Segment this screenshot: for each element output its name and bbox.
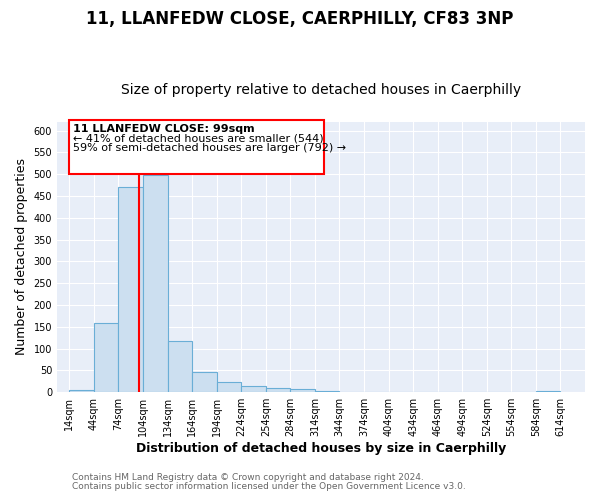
Bar — [143, 176, 167, 392]
Text: 59% of semi-detached houses are larger (792) →: 59% of semi-detached houses are larger (… — [73, 143, 347, 153]
Text: Contains public sector information licensed under the Open Government Licence v3: Contains public sector information licen… — [72, 482, 466, 491]
Bar — [290, 389, 315, 392]
X-axis label: Distribution of detached houses by size in Caerphilly: Distribution of detached houses by size … — [136, 442, 506, 455]
Text: ← 41% of detached houses are smaller (544): ← 41% of detached houses are smaller (54… — [73, 134, 324, 143]
Bar — [217, 382, 241, 392]
Bar — [266, 388, 290, 392]
Bar — [192, 372, 217, 392]
Y-axis label: Number of detached properties: Number of detached properties — [15, 158, 28, 356]
Bar — [118, 187, 143, 392]
Text: Contains HM Land Registry data © Crown copyright and database right 2024.: Contains HM Land Registry data © Crown c… — [72, 474, 424, 482]
Bar — [167, 340, 192, 392]
Bar — [241, 386, 266, 392]
Text: 11, LLANFEDW CLOSE, CAERPHILLY, CF83 3NP: 11, LLANFEDW CLOSE, CAERPHILLY, CF83 3NP — [86, 10, 514, 28]
Bar — [70, 390, 94, 392]
Title: Size of property relative to detached houses in Caerphilly: Size of property relative to detached ho… — [121, 83, 521, 97]
FancyBboxPatch shape — [70, 120, 324, 174]
Bar — [94, 324, 118, 392]
Text: 11 LLANFEDW CLOSE: 99sqm: 11 LLANFEDW CLOSE: 99sqm — [73, 124, 255, 134]
Bar — [536, 391, 560, 392]
